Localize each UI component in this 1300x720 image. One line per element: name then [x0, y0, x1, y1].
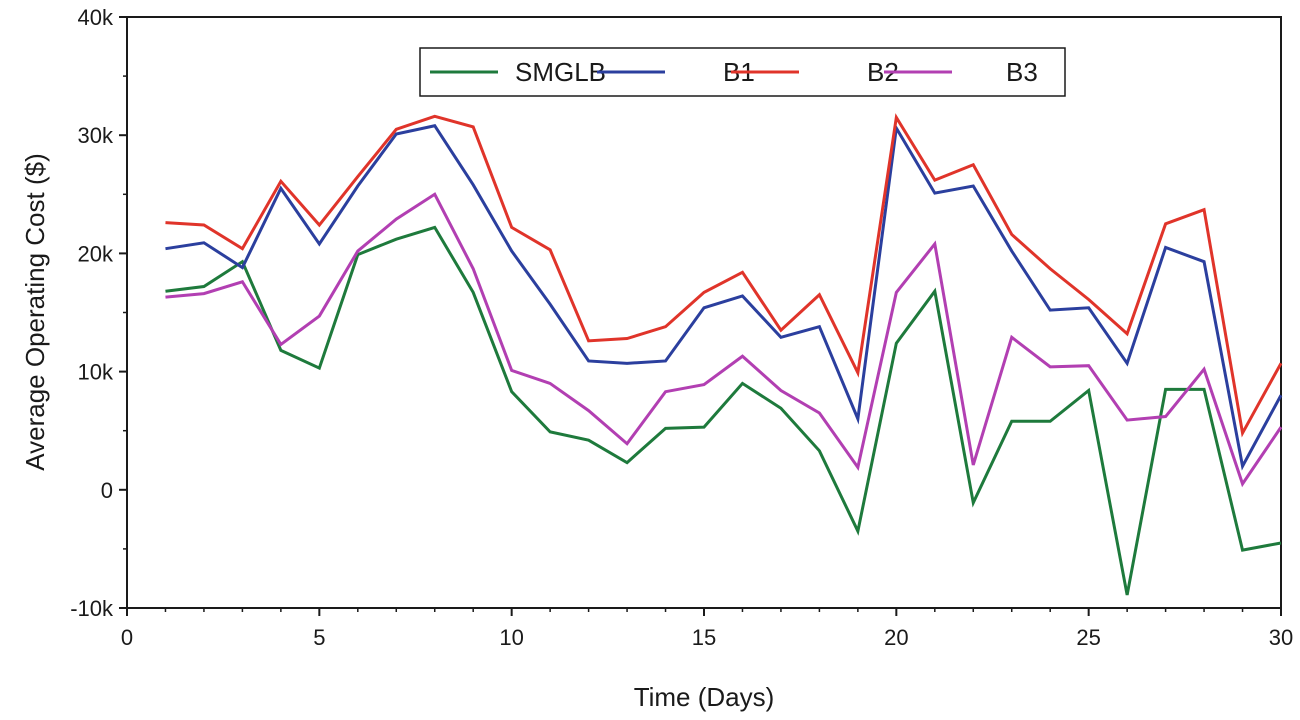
- x-tick-label: 10: [499, 625, 523, 650]
- y-tick-label: 10k: [78, 360, 114, 385]
- y-axis-title: Average Operating Cost ($): [20, 153, 50, 470]
- x-axis-title: Time (Days): [634, 682, 775, 712]
- y-tick-label: 20k: [78, 241, 114, 266]
- legend-label-smglb: SMGLB: [515, 57, 606, 87]
- x-tick-label: 20: [884, 625, 908, 650]
- series-line-b3: [165, 192, 1283, 488]
- y-tick-label: 40k: [78, 5, 114, 30]
- y-tick-label: -10k: [70, 596, 114, 621]
- legend: SMGLB B1 B2 B3: [419, 47, 1066, 97]
- y-tick-label: 0: [101, 478, 113, 503]
- x-tick-label: 5: [313, 625, 325, 650]
- series-line-b2: [165, 113, 1283, 438]
- series-line-b1: [165, 123, 1283, 471]
- x-tick-label: 0: [121, 625, 133, 650]
- y-tick-label: 30k: [78, 123, 114, 148]
- axes: 0 5 10 15 20 25 30 -10k 0 10k 20k 30k 40k: [70, 5, 1293, 650]
- legend-label-b3: B3: [1006, 57, 1038, 87]
- x-tick-label: 30: [1269, 625, 1293, 650]
- series-line-smglb: [165, 225, 1282, 596]
- x-tick-label: 25: [1076, 625, 1100, 650]
- plot-frame: [126, 16, 1282, 609]
- x-tick-label: 15: [692, 625, 716, 650]
- series-layer: [165, 113, 1283, 596]
